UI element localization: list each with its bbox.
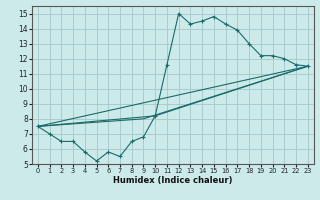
X-axis label: Humidex (Indice chaleur): Humidex (Indice chaleur) xyxy=(113,176,233,185)
